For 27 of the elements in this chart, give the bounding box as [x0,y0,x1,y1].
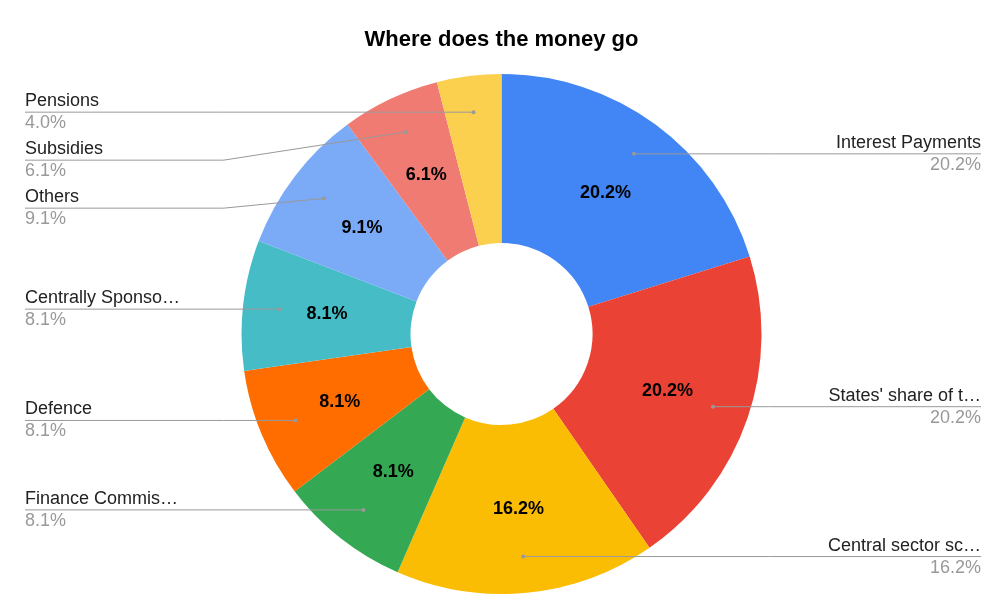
slice-label: Interest Payments [835,131,981,152]
text: 9.1% [25,208,67,229]
data-label: 6.1% [405,164,447,185]
text: 8.1% [25,420,67,441]
text: 16.2% [929,556,981,577]
text: 20.2% [929,153,981,174]
data-label: 9.1% [341,216,383,237]
data-label: 8.1% [372,461,414,482]
data-label: 4.0% [25,112,67,133]
slice-label: Subsidies [25,138,104,159]
data-label: 20.2% [641,380,693,401]
slice-label: Finance Commis… [25,487,179,508]
text: 6.1% [25,160,67,181]
text: 8.1% [25,509,67,530]
data-label: 8.1% [306,303,348,324]
data-label: 8.1% [319,390,361,411]
text: 20.2% [929,406,981,427]
slice-label: Central sector sc… [827,534,981,555]
data-label: 16.2% [493,497,545,518]
text: 8.1% [25,309,67,330]
slice-label: Defence [25,398,93,419]
slice-label: Centrally Sponso… [25,287,181,308]
chart-title: Where does the money go [364,26,639,52]
slice-label: Others [25,186,80,207]
data-label: 20.2% [579,181,631,202]
slice-label: States' share of t… [828,384,981,405]
slice-label: Pensions [25,90,100,111]
